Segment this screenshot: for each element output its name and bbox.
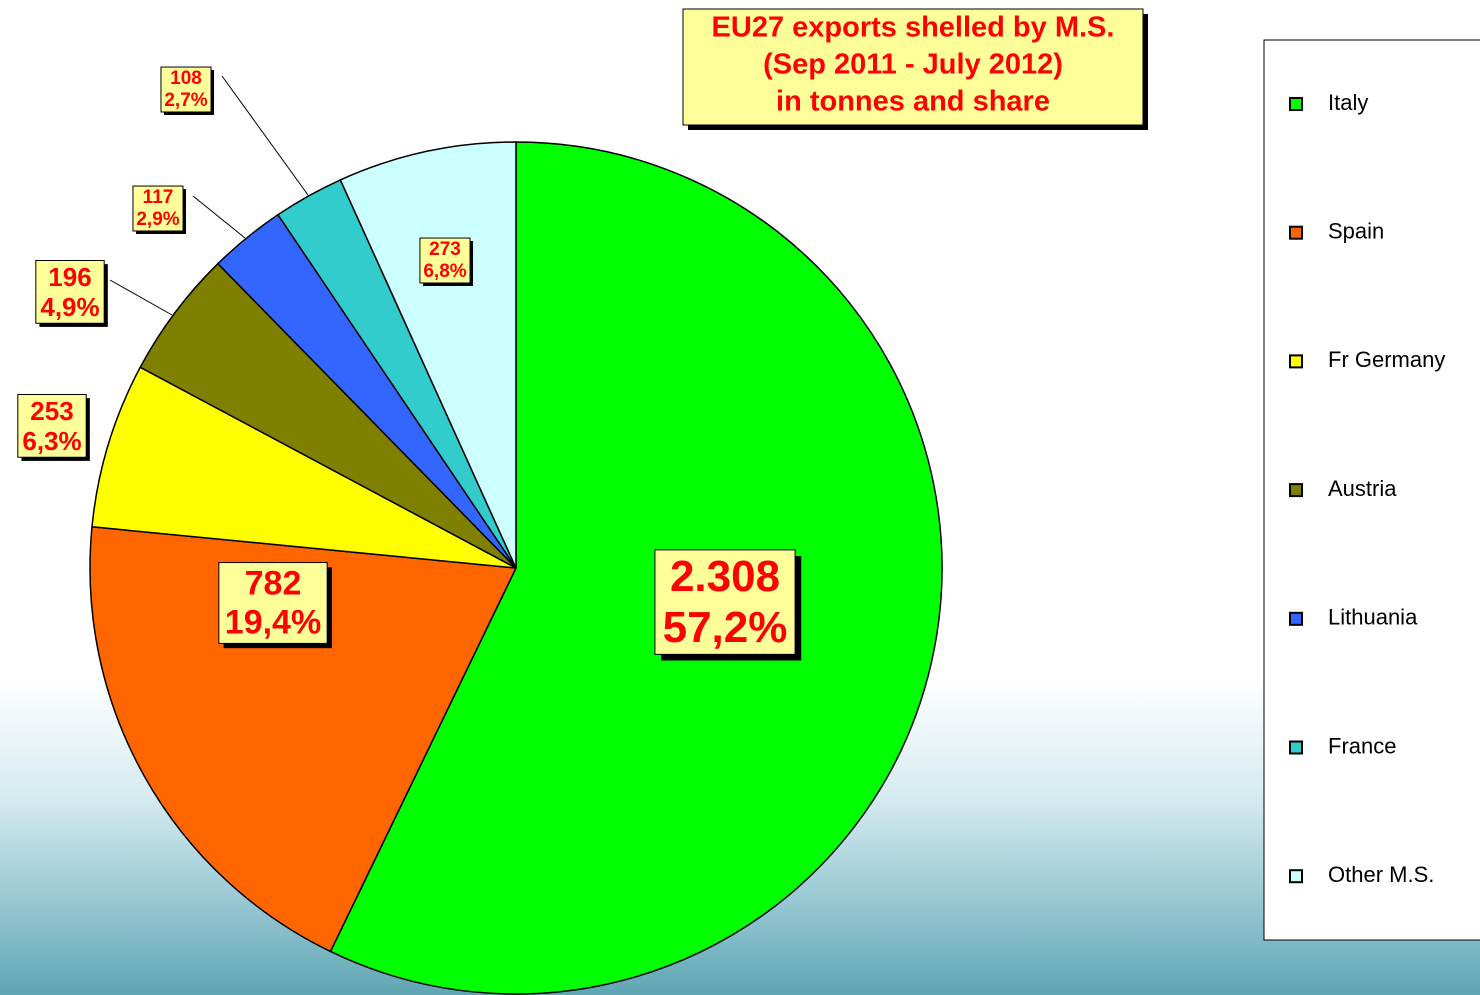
legend-label: Fr Germany xyxy=(1328,347,1445,372)
chart-title: EU27 exports shelled by M.S. xyxy=(712,12,1115,44)
share-label: 6,3% xyxy=(22,426,81,456)
value-label: 117 xyxy=(143,187,174,208)
leader-line xyxy=(109,279,173,316)
share-label: 2,7% xyxy=(164,90,207,111)
label-background xyxy=(17,393,87,458)
share-label: 19,4% xyxy=(225,604,321,642)
legend-label: Other M.S. xyxy=(1328,862,1434,887)
share-label: 2,9% xyxy=(136,209,179,230)
value-label: 782 xyxy=(245,564,302,602)
pie-slice xyxy=(89,525,518,953)
legend-label: France xyxy=(1328,733,1396,758)
title-box: EU27 exports shelled by M.S. (Sep 2011 -… xyxy=(682,8,1148,130)
legend-swatch xyxy=(1289,225,1303,240)
chart-title: in tonnes and share xyxy=(776,86,1050,118)
title-background xyxy=(682,8,1144,126)
value-label: 108 xyxy=(170,68,202,89)
label-background xyxy=(35,259,105,324)
legend-label: Italy xyxy=(1328,90,1368,115)
value-label: 253 xyxy=(30,396,73,426)
legend-swatch xyxy=(1289,97,1303,111)
label-background xyxy=(160,66,212,113)
legend-label: Spain xyxy=(1328,219,1384,244)
legend-swatch xyxy=(1289,611,1303,626)
value-label: 273 xyxy=(429,239,461,260)
label-background xyxy=(132,185,184,232)
value-label: 2.308 xyxy=(670,552,780,601)
share-label: 4,9% xyxy=(40,292,99,322)
label-background xyxy=(654,549,796,655)
share-label: 6,8% xyxy=(423,261,466,282)
legend-swatch xyxy=(1289,354,1303,369)
legend-swatch xyxy=(1289,869,1303,884)
legend-label: Austria xyxy=(1328,476,1397,501)
leader-line xyxy=(221,75,309,196)
pie-slice xyxy=(91,366,517,569)
legend-swatch xyxy=(1289,483,1303,498)
chart-title: (Sep 2011 - July 2012) xyxy=(763,49,1063,81)
pie-slice xyxy=(329,141,943,995)
value-label: 196 xyxy=(48,262,91,292)
share-label: 57,2% xyxy=(663,603,788,652)
label-background xyxy=(218,562,328,644)
leader-line xyxy=(192,195,246,239)
legend-swatch xyxy=(1289,740,1303,755)
legend-label: Lithuania xyxy=(1328,605,1418,630)
label-background xyxy=(419,237,471,284)
